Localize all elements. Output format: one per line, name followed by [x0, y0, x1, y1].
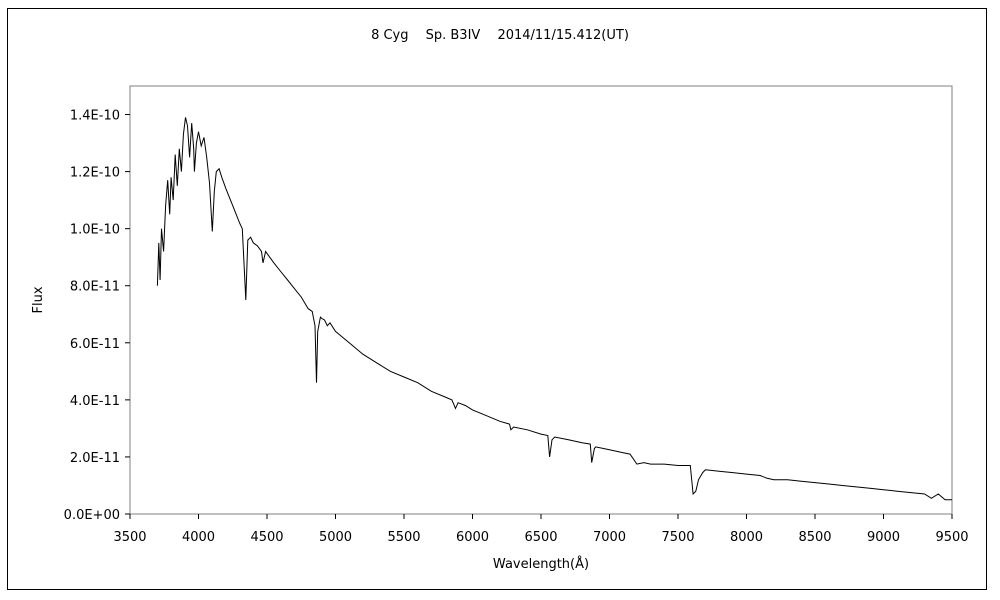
- x-tick-label: 8500: [798, 530, 831, 545]
- y-tick-label: 4.0E-11: [70, 394, 120, 409]
- x-tick-label: 4000: [182, 530, 215, 545]
- y-tick-label: 1.4E-10: [70, 109, 120, 124]
- x-axis-label: Wavelength(Å): [493, 556, 589, 572]
- x-tick-label: 8000: [730, 530, 763, 545]
- chart-frame: [7, 8, 987, 590]
- y-axis-label: Flux: [31, 286, 46, 313]
- y-tick-label: 8.0E-11: [70, 280, 120, 295]
- y-tick-label: 2.0E-11: [70, 451, 120, 466]
- y-tick-label: 1.0E-10: [70, 223, 120, 238]
- y-axis-ticks: 0.0E+00 2.0E-11 4.0E-11 6.0E-11 8.0E-11 1.0E-…: [64, 109, 130, 523]
- x-tick-label: 5500: [387, 530, 420, 545]
- spectrum-line: [156, 117, 952, 501]
- y-tick-label: 6.0E-11: [70, 337, 120, 352]
- y-tick-label: 0.0E+00: [64, 508, 120, 523]
- y-tick-label: 1.2E-10: [70, 166, 120, 181]
- x-tick-label: 7000: [593, 530, 626, 545]
- x-tick-label: 6000: [456, 530, 489, 545]
- plot-area: [129, 85, 953, 515]
- x-tick-label: 9000: [867, 530, 900, 545]
- x-tick-label: 9500: [935, 530, 968, 545]
- x-tick-label: 5000: [319, 530, 352, 545]
- x-tick-label: 3500: [113, 530, 146, 545]
- x-tick-label: 7500: [661, 530, 694, 545]
- chart-title: 8 Cyg Sp. B3IV 2014/11/15.412(UT): [371, 28, 629, 43]
- x-axis-ticks: 3500 4000 4500 5000 5500 6000 6500 7000 7500 8000…: [113, 514, 969, 545]
- x-tick-label: 6500: [524, 530, 557, 545]
- x-tick-label: 4500: [250, 530, 283, 545]
